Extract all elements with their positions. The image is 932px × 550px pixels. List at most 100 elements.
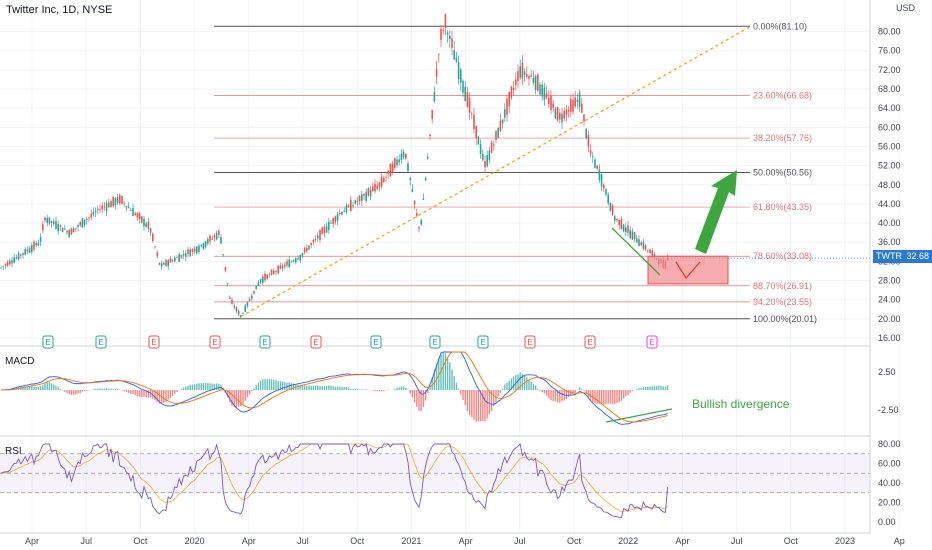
macd-histogram-bar: [347, 387, 350, 390]
macd-histogram-bar: [191, 384, 194, 390]
divergence-annotation: Bullish divergence: [692, 397, 790, 411]
candle-body: [361, 194, 363, 201]
macd-histogram-bar: [578, 387, 581, 390]
candle-body: [644, 245, 647, 250]
candle-body: [211, 238, 213, 240]
fib-level-label: 88.70%(26.91): [753, 281, 812, 291]
macd-histogram-bar: [292, 383, 295, 390]
macd-histogram-bar: [332, 386, 334, 390]
macd-histogram-bar: [438, 357, 440, 390]
macd-histogram-bar: [440, 354, 442, 390]
candle-body: [541, 84, 543, 97]
drawings[interactable]: [240, 26, 751, 423]
candle-body: [556, 107, 559, 121]
rsi-label: RSI: [5, 446, 22, 457]
macd-histogram-bar: [442, 352, 444, 390]
macd-histogram-bar: [136, 390, 139, 397]
candle-body: [352, 205, 354, 206]
macd-histogram-bar: [281, 381, 284, 390]
candle-body: [141, 216, 143, 223]
candle-body: [180, 254, 183, 258]
price-tick-label: 52.00: [878, 161, 901, 171]
candle-body: [185, 253, 187, 258]
fib-level-label: 38.20%(57.76): [753, 133, 812, 143]
candle-body: [653, 253, 656, 258]
candle-body: [563, 110, 565, 119]
time-tick-label: Apr: [675, 536, 689, 546]
candle-body: [380, 176, 383, 187]
macd-histogram-bar: [187, 385, 189, 390]
macd-histogram-bar: [354, 388, 356, 390]
macd-histogram-bar: [149, 390, 152, 398]
macd-histogram-bar: [345, 386, 348, 390]
candle-body: [165, 259, 167, 266]
candle-body: [26, 249, 29, 252]
candle-body: [275, 271, 277, 272]
candle-body: [631, 231, 634, 240]
macd-histogram-bar: [193, 384, 196, 390]
candle-body: [453, 50, 455, 60]
candle-body: [508, 91, 510, 107]
candle-body: [497, 127, 499, 138]
time-tick-label: Oct: [784, 536, 799, 546]
earnings-marker: E: [370, 335, 382, 349]
macd-histogram-bar: [156, 390, 158, 403]
candle-body: [391, 163, 394, 173]
candle-body: [286, 261, 288, 266]
macd-histogram-bar: [636, 389, 638, 390]
earnings-marker: E: [95, 335, 107, 349]
candle-body: [517, 70, 519, 82]
macd-histogram-bar: [211, 383, 213, 390]
macd-histogram-bar: [642, 386, 645, 390]
macd-histogram-bar: [455, 382, 458, 390]
macd-histogram-bar: [257, 382, 260, 390]
macd-histogram-bar: [22, 386, 24, 390]
candle-body: [468, 97, 471, 113]
macd-histogram-bar: [504, 384, 506, 390]
macd-histogram-bar: [493, 390, 495, 407]
candle-body: [306, 247, 308, 252]
candle-body: [534, 75, 537, 91]
candle-body: [152, 233, 154, 242]
candle-body: [6, 262, 9, 266]
macd-histogram-bar: [163, 390, 165, 403]
macd-histogram-bar: [398, 387, 400, 390]
candle-body: [358, 195, 361, 201]
macd-histogram-bar: [226, 390, 229, 398]
macd-histogram-bar: [488, 390, 491, 415]
macd-histogram-bar: [112, 389, 114, 390]
macd-histogram-bar: [233, 390, 235, 407]
macd-histogram-bar: [61, 390, 64, 391]
candle-body: [75, 228, 77, 230]
price-axis[interactable]: USD 80.00 76.00 72.00 68.00 64.00 60.00 56.00 52…: [869, 0, 916, 533]
macd-histogram-bar: [574, 390, 576, 393]
macd-histogram-bar: [510, 378, 513, 390]
candle-body: [607, 194, 609, 204]
macd-histogram-bar: [103, 388, 106, 390]
earnings-box: [646, 335, 658, 349]
macd-histogram-bar: [471, 390, 473, 417]
candle-body: [143, 218, 145, 227]
macd-histogram-bar: [174, 390, 176, 394]
macd-histogram-bar: [127, 390, 130, 393]
candle-body: [618, 219, 620, 226]
candle-body: [435, 68, 438, 77]
candle-body: [515, 79, 517, 86]
candle-body: [594, 159, 596, 168]
candle-body: [99, 209, 101, 211]
earnings-marker: E: [209, 335, 221, 349]
last-price: 32.68: [906, 251, 929, 261]
candle-body: [242, 313, 244, 314]
candle-body: [398, 159, 400, 163]
fibonacci-retracement[interactable]: 0.00%(81.10) 23.60%(66.68) 38.20%(57.76) 50…: [214, 21, 817, 324]
macd-histogram-bar: [317, 385, 319, 390]
candle-body: [147, 221, 150, 229]
rsi-series: [0, 443, 669, 519]
time-axis[interactable]: Apr Jul Oct 2020 Apr Jul Oct 2021 Apr Jul Oct 2022 A…: [0, 532, 905, 546]
macd-histogram-bar: [266, 379, 268, 390]
candle-body: [369, 189, 372, 197]
fib-level-label: 0.00%(81.10): [753, 21, 807, 31]
candle-body: [548, 97, 550, 105]
